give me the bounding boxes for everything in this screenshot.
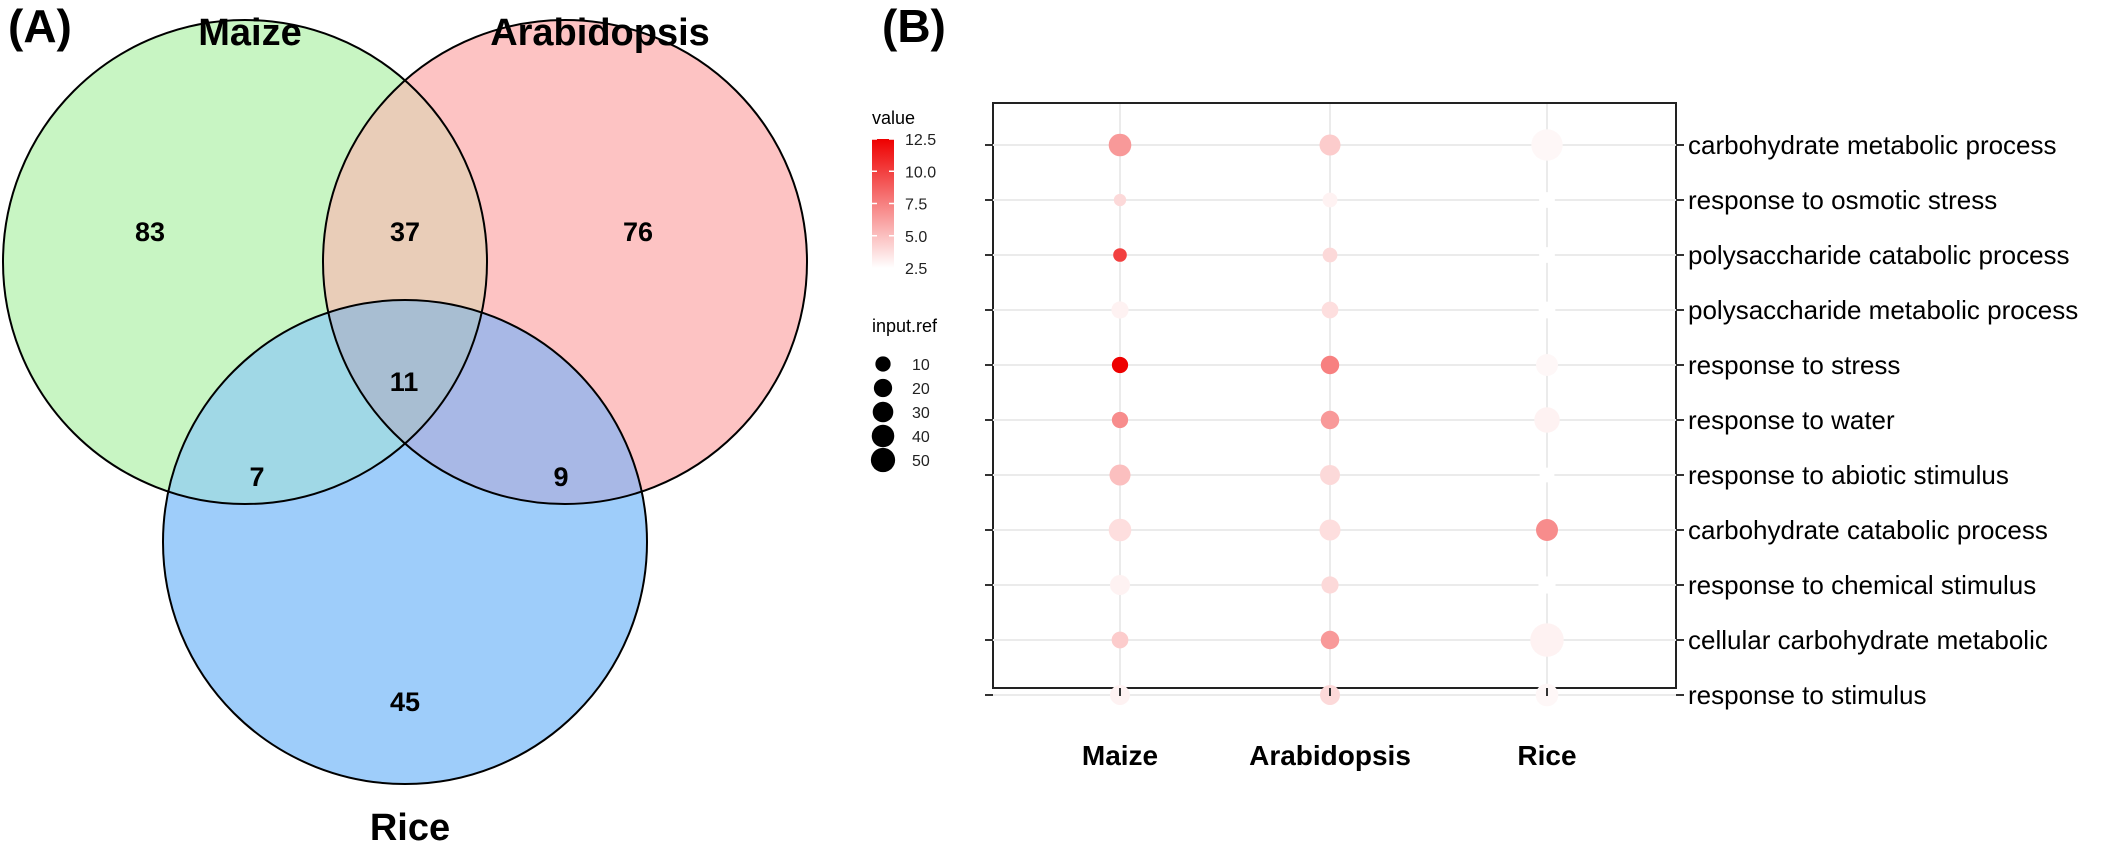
size-legend-label: 30: [912, 405, 930, 422]
size-legend-dot: [875, 356, 891, 372]
panel-b-label: (B): [882, 0, 946, 52]
color-legend-ticks: 12.5 10.0 7.5 5.0 2.5: [872, 132, 936, 278]
size-legend-items: 10 20 30 40 50: [870, 356, 930, 473]
venn-outline-arabidopsis: [322, 19, 808, 505]
data-point: [1539, 247, 1555, 263]
y-tick-label: response to stimulus: [1688, 680, 1926, 710]
count-arabidopsis-rice: 9: [553, 462, 568, 492]
size-legend-label: 20: [912, 381, 930, 398]
size-legend-label: 40: [912, 429, 930, 446]
count-arabidopsis-only: 76: [623, 217, 653, 247]
data-point: [1111, 356, 1129, 374]
data-point: [1321, 576, 1339, 594]
data-point: [1111, 631, 1129, 649]
y-tick-label: response to stress: [1688, 350, 1900, 380]
venn-outline-maize: [2, 19, 488, 505]
count-maize-rice: 7: [249, 462, 264, 492]
count-rice-only: 45: [390, 687, 420, 717]
data-point: [1108, 133, 1132, 157]
x-tick-label: Maize: [1082, 740, 1158, 771]
color-tick-label: 10.0: [905, 164, 936, 181]
y-tick-label: response to osmotic stress: [1688, 185, 1997, 215]
y-tick-label: polysaccharide catabolic process: [1688, 240, 2070, 270]
count-maize-arabidopsis: 37: [390, 217, 420, 247]
data-point: [1538, 576, 1556, 594]
color-legend-bar: [872, 139, 894, 268]
data-point: [1530, 623, 1564, 657]
color-legend-title: value: [872, 108, 915, 128]
x-tick-label: Arabidopsis: [1249, 740, 1411, 771]
data-point: [1536, 519, 1558, 541]
data-point: [1536, 354, 1558, 376]
data-point: [1111, 301, 1129, 319]
data-point: [1538, 301, 1556, 319]
size-legend-label: 50: [912, 453, 930, 470]
size-legend-dot: [873, 378, 893, 398]
size-legend-dot: [870, 447, 896, 473]
data-point: [1539, 467, 1555, 483]
data-point: [1108, 518, 1132, 542]
y-tick-label: carbohydrate catabolic process: [1688, 515, 2048, 545]
legend: value 12.5 10.0 7.5 5.0 2.5 input.ref 10 20 30…: [870, 108, 938, 473]
data-point: [1113, 193, 1127, 207]
count-all: 11: [390, 367, 419, 397]
venn-outline-rice: [162, 299, 648, 785]
data-point: [1110, 575, 1130, 595]
y-tick-label: response to chemical stimulus: [1688, 570, 2036, 600]
data-point: [1320, 465, 1340, 485]
data-point: [1539, 192, 1555, 208]
data-point: [1322, 192, 1338, 208]
data-point: [1534, 407, 1560, 433]
data-point: [1111, 411, 1129, 429]
data-point: [1113, 248, 1127, 262]
size-legend-dot: [871, 424, 895, 448]
color-tick-label: 12.5: [905, 132, 936, 149]
y-axis-labels: carbohydrate metabolic process response t…: [1688, 130, 2078, 710]
dotplot-panel: (B) value 12.5 10.0 7.5 5.0 2.5 input.ref 10…: [870, 0, 2078, 771]
count-maize-only: 83: [135, 217, 165, 247]
y-tick-label: cellular carbohydrate metabolic: [1688, 625, 2048, 655]
x-tick-label: Rice: [1517, 740, 1576, 771]
color-tick-label: 5.0: [905, 229, 927, 246]
data-point: [1321, 301, 1339, 319]
venn-overlap-maize-rice: [163, 300, 487, 504]
y-tick-label: response to abiotic stimulus: [1688, 460, 2009, 490]
data-point: [1319, 519, 1341, 541]
venn-overlap-arabidopsis-rice: [323, 300, 647, 504]
venn-panel: (A) Maize Arabidopsis Rice: [2, 0, 808, 849]
y-tick-label: response to water: [1688, 405, 1895, 435]
data-point: [1320, 355, 1340, 375]
data-point: [1319, 134, 1341, 156]
y-axis-ticks: [985, 144, 1684, 696]
panel-a-label: (A): [8, 0, 72, 52]
size-legend-title: input.ref: [872, 316, 938, 336]
y-tick-label: carbohydrate metabolic process: [1688, 130, 2057, 160]
x-axis-labels: Maize Arabidopsis Rice: [1082, 688, 1577, 771]
data-point: [1320, 410, 1340, 430]
color-tick-label: 2.5: [905, 261, 927, 278]
set-label-arabidopsis: Arabidopsis: [490, 12, 710, 54]
y-tick-label: polysaccharide metabolic process: [1688, 295, 2078, 325]
data-points: [1108, 129, 1564, 707]
data-point: [1531, 129, 1563, 161]
data-point: [1322, 247, 1338, 263]
size-legend-dot: [872, 401, 894, 423]
data-point: [1109, 464, 1131, 486]
color-tick-label: 7.5: [905, 197, 927, 214]
set-label-maize: Maize: [198, 12, 301, 54]
plot-panel: [992, 102, 1677, 689]
data-point: [1320, 630, 1340, 650]
set-label-rice: Rice: [370, 807, 450, 849]
size-legend-label: 10: [912, 357, 930, 374]
